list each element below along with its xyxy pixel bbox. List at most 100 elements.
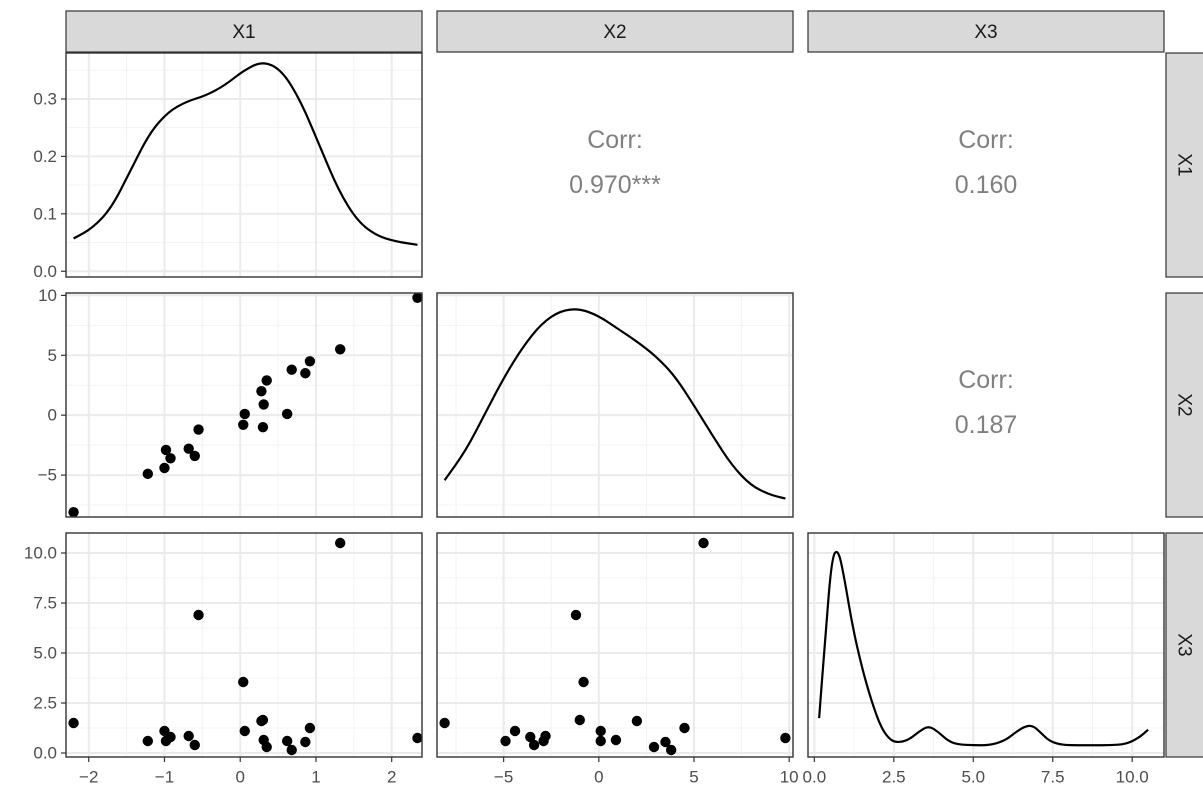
point-X1-X2 (304, 356, 316, 367)
point-X1-X2 (160, 444, 172, 456)
point-X2-X3 (574, 714, 585, 726)
panel-border (65, 532, 423, 758)
panel-background (808, 533, 1164, 757)
y-tick-label: 5 (48, 346, 57, 365)
strip-right-label: X1 (1174, 153, 1195, 176)
point-X1-X2 (193, 424, 204, 435)
point-X1-X3 (300, 736, 311, 748)
point-X2-X3 (631, 715, 643, 727)
x-tick-label: 7.5 (1041, 768, 1065, 787)
point-X1-X3 (281, 735, 293, 747)
point-X1-X2 (165, 453, 176, 464)
corr-label: Corr: (958, 366, 1014, 394)
point-X2-X3 (648, 741, 660, 753)
y-tick-label: 7.5 (33, 594, 57, 613)
point-X1-X3 (286, 744, 297, 756)
corr-value: 0.187 (955, 411, 1018, 439)
y-tick-label: 10 (38, 286, 57, 305)
density-curve-X3 (818, 550, 1149, 747)
strip-right-label: X2 (1174, 393, 1195, 416)
strip-right-X3 (1165, 532, 1203, 758)
point-X2-X3 (578, 676, 589, 688)
point-X2-X3 (439, 717, 450, 729)
strip-top-X1 (65, 10, 423, 53)
y-tick-label: 0.3 (33, 89, 57, 108)
strip-top-label: X1 (232, 22, 255, 43)
strip-right-X2 (1165, 292, 1203, 518)
y-tick-label: 0.0 (33, 744, 57, 763)
point-X1-X3 (165, 731, 176, 743)
y-tick-label: 0.2 (33, 147, 57, 166)
x-tick-label: 5.0 (961, 768, 985, 787)
y-tick-label: 10.0 (24, 544, 57, 563)
panel-border (65, 52, 423, 278)
strip-top-label: X2 (603, 22, 626, 43)
point-X1-X2 (239, 408, 250, 420)
point-X1-X3 (193, 609, 204, 621)
strip-right-X1 (1165, 52, 1203, 278)
corr-value: 0.160 (955, 171, 1018, 199)
point-X1-X3 (238, 676, 249, 688)
point-X2-X3 (500, 735, 511, 747)
point-X2-X3 (570, 609, 582, 621)
corr-label: Corr: (587, 126, 643, 154)
point-X2-X3 (665, 744, 677, 756)
point-X2-X3 (595, 725, 606, 737)
x-tick-label: 0.0 (803, 768, 827, 787)
point-X1-X2 (412, 292, 423, 303)
strip-right-label: X3 (1174, 633, 1195, 656)
point-X2-X3 (698, 537, 709, 549)
y-tick-label: 0.1 (33, 204, 57, 223)
point-X2-X3 (595, 735, 606, 747)
point-X1-X2 (183, 443, 194, 454)
point-X1-X2 (189, 450, 200, 462)
point-X1-X3 (257, 714, 269, 726)
panel-background (66, 53, 422, 277)
x-tick-label: 10.0 (1116, 768, 1149, 787)
point-X2-X3 (610, 734, 622, 746)
point-X1-X3 (189, 739, 200, 751)
x-tick-label: 0 (235, 768, 244, 787)
panel-border (65, 292, 423, 518)
x-tick-label: −2 (79, 768, 98, 787)
point-X1-X2 (142, 468, 154, 480)
point-X1-X2 (281, 408, 293, 420)
y-tick-label: 2.5 (33, 694, 57, 713)
point-X1-X2 (300, 368, 311, 379)
panel-background (66, 533, 422, 757)
panel-border (436, 292, 794, 518)
point-X1-X2 (334, 344, 346, 355)
point-X2-X3 (525, 731, 536, 743)
x-tick-label: −5 (494, 768, 513, 787)
x-tick-label: 5 (689, 768, 698, 787)
point-X1-X2 (257, 421, 269, 433)
point-X1-X3 (412, 732, 423, 744)
density-curve-X2 (443, 308, 786, 500)
point-X1-X2 (256, 386, 267, 397)
panel-background (66, 293, 422, 517)
y-tick-label: 0 (48, 406, 57, 425)
point-X1-X3 (334, 537, 346, 549)
x-tick-label: 0 (594, 768, 603, 787)
panel-border (436, 532, 794, 758)
point-X2-X3 (660, 736, 671, 748)
point-X1-X3 (304, 722, 316, 734)
point-X2-X3 (509, 725, 521, 737)
strip-top-X2 (436, 10, 794, 53)
point-X1-X2 (159, 462, 170, 474)
x-tick-label: 2 (387, 768, 396, 787)
point-X1-X3 (142, 735, 154, 747)
point-X1-X3 (239, 725, 250, 737)
panel-border (807, 532, 1165, 758)
point-X1-X2 (258, 399, 269, 410)
point-X2-X3 (528, 739, 540, 751)
panel-background (437, 293, 793, 517)
density-curve-X1 (73, 62, 418, 246)
y-tick-label: −5 (38, 466, 57, 485)
x-tick-label: −1 (155, 768, 174, 787)
x-tick-label: 1 (311, 768, 320, 787)
y-tick-label: 0.0 (33, 262, 57, 281)
point-X2-X3 (780, 732, 791, 744)
point-X1-X2 (286, 364, 297, 375)
